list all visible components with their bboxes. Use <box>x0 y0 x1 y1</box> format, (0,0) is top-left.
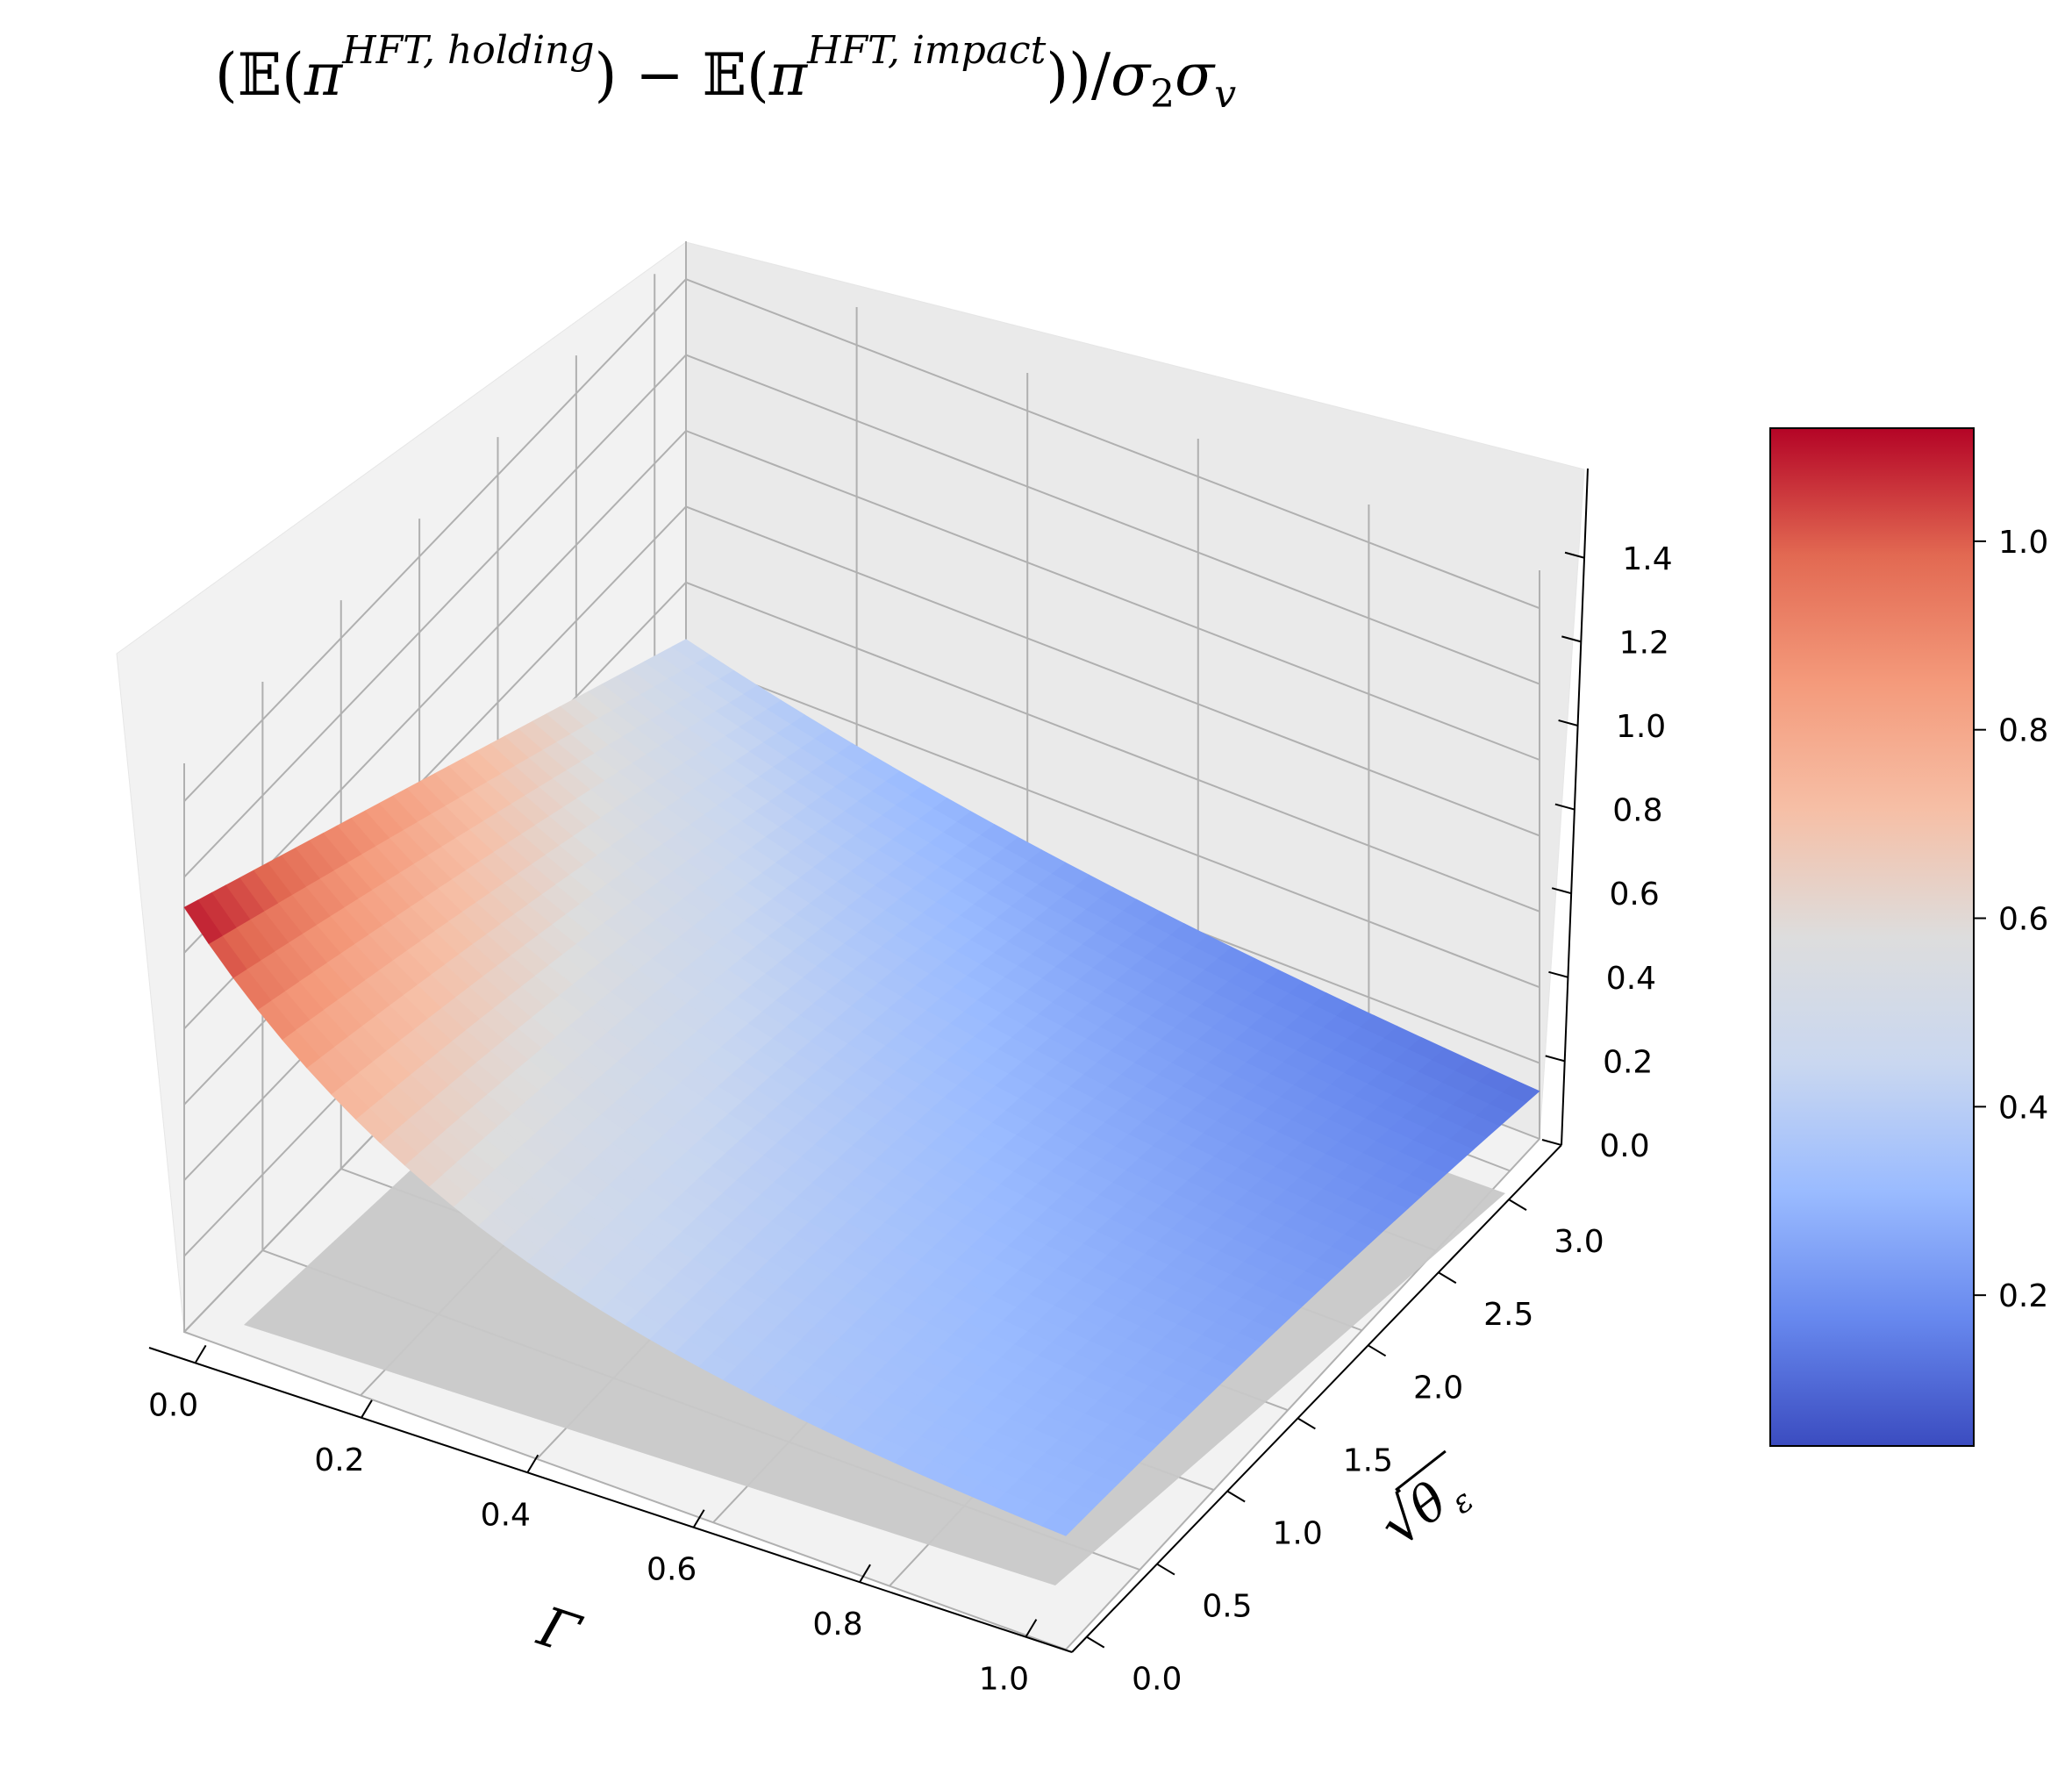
z-tick-mark <box>1548 970 1568 978</box>
x-tick-label: 0.8 <box>812 1607 862 1643</box>
z-tick-mark <box>1545 1055 1565 1063</box>
y-tick-label: 2.5 <box>1483 1297 1533 1333</box>
colorbar: 0.2 0.4 0.6 0.8 1.0 <box>1769 427 2048 1447</box>
y-axis-line <box>1071 1144 1562 1653</box>
y-axis-ticks: 0.0 0.5 1.0 1.5 2.0 2.5 3.0 <box>1086 1199 1604 1698</box>
z-tick-label: 1.2 <box>1619 625 1669 661</box>
z-axis-line <box>1561 468 1589 1146</box>
y-tick-label: 0.5 <box>1202 1589 1252 1625</box>
chart-title: (𝔼(πHFT, holding) − 𝔼(πHFT, impact))/σ2σ… <box>215 28 1236 117</box>
z-tick-mark <box>1564 551 1585 559</box>
z-tick-mark <box>1554 803 1575 811</box>
grid-line-z <box>183 354 1540 878</box>
x-tick-mark <box>692 1509 705 1528</box>
y-tick-label: 2.0 <box>1413 1370 1463 1406</box>
y-tick-label: 0.0 <box>1132 1662 1182 1698</box>
z-tick-label: 0.2 <box>1603 1044 1653 1080</box>
colorbar-tick-label: 0.4 <box>1998 1090 2048 1126</box>
x-axis-line <box>148 1347 1073 1653</box>
z-tick-label: 0.4 <box>1606 961 1656 997</box>
y-tick-mark <box>1297 1417 1316 1430</box>
colorbar-tick-label: 0.8 <box>1998 713 2048 749</box>
y-tick-mark <box>1508 1199 1527 1211</box>
x-tick-mark <box>361 1399 373 1419</box>
colorbar-fill <box>1769 427 1975 1447</box>
x-tick-mark <box>859 1564 871 1583</box>
x-tick-label: 1.0 <box>979 1662 1029 1698</box>
x-tick-mark <box>1025 1619 1038 1638</box>
y-tick-mark <box>1368 1344 1387 1357</box>
grid-line-z <box>183 278 1540 802</box>
z-axis-ticks: 0.0 0.2 0.4 0.6 0.8 1.0 1.2 1.4 <box>1541 541 1673 1164</box>
z-tick-mark <box>1561 635 1582 643</box>
y-tick-mark <box>1438 1271 1457 1285</box>
x-axis-ticks: 0.0 0.2 0.4 0.6 0.8 1.0 <box>148 1344 1038 1698</box>
y-tick-mark <box>1086 1635 1105 1649</box>
colorbar-tick-label: 0.2 <box>1998 1278 2048 1314</box>
colorbar-tick-label: 0.6 <box>1998 902 2048 938</box>
x-tick-label: 0.4 <box>481 1497 531 1533</box>
y-tick-label: 1.5 <box>1343 1442 1393 1478</box>
z-tick-label: 1.4 <box>1622 541 1672 577</box>
z-tick-label: 1.0 <box>1616 709 1666 745</box>
z-tick-label: 0.8 <box>1612 793 1662 829</box>
x-tick-label: 0.0 <box>148 1387 198 1423</box>
colorbar-tick-label: 1.0 <box>1998 525 2048 561</box>
z-tick-mark <box>1558 719 1578 726</box>
axis-lines <box>148 468 1589 1653</box>
y-tick-label: 3.0 <box>1554 1224 1604 1260</box>
x-tick-mark <box>194 1344 207 1363</box>
y-tick-label: 1.0 <box>1273 1515 1323 1551</box>
colorbar-ticks: 0.2 0.4 0.6 0.8 1.0 <box>1974 525 2048 1314</box>
x-tick-mark <box>526 1454 539 1473</box>
x-tick-label: 0.2 <box>314 1442 364 1478</box>
z-tick-mark <box>1541 1139 1562 1146</box>
z-tick-label: 0.6 <box>1610 877 1660 913</box>
x-tick-label: 0.6 <box>647 1552 697 1588</box>
z-tick-label: 0.0 <box>1599 1128 1649 1164</box>
y-tick-mark <box>1226 1490 1246 1503</box>
grid-line-z <box>183 429 1540 954</box>
y-tick-mark <box>1156 1563 1175 1576</box>
x-axis-label: Γ <box>530 1594 588 1668</box>
surface <box>183 639 1540 1536</box>
z-tick-mark <box>1551 887 1572 895</box>
surface-facet <box>671 639 711 663</box>
